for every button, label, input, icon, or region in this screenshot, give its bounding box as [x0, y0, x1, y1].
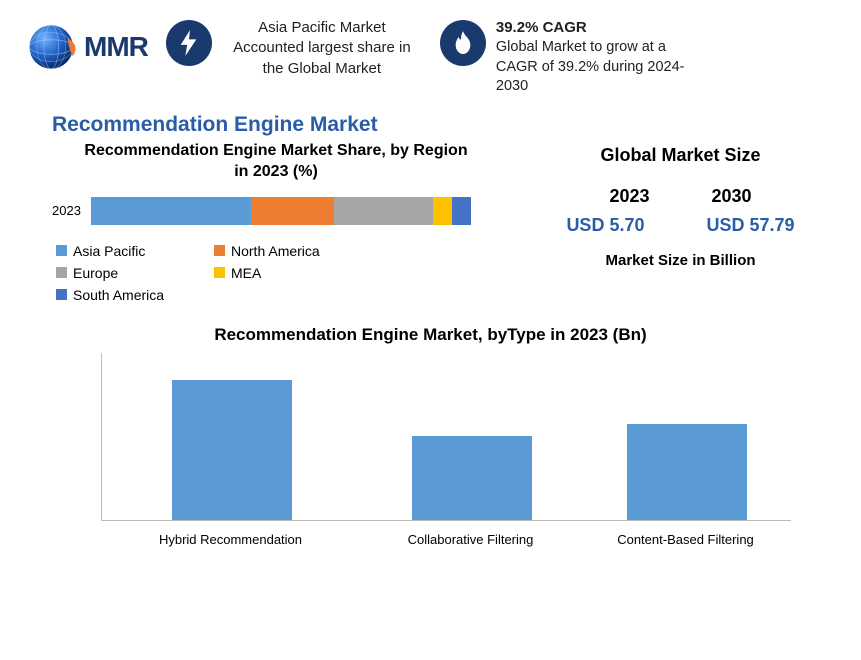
type-bar: [172, 380, 292, 520]
lightning-icon: [166, 20, 212, 66]
flame-icon: [440, 20, 486, 66]
highlight-asia-pacific: Asia Pacific Market Accounted largest sh…: [166, 18, 422, 79]
legend-item: South America: [56, 287, 186, 303]
highlight-cagr: 39.2% CAGR Global Market to grow at a CA…: [440, 18, 706, 97]
bar-plot-area: [101, 353, 791, 521]
type-bar: [627, 424, 747, 519]
stacked-segment: [452, 197, 471, 225]
logo-text: MMR: [84, 31, 148, 63]
type-bar-label: Collaborative Filtering: [371, 532, 571, 547]
stacked-bar: [91, 197, 471, 225]
legend-label: Asia Pacific: [73, 243, 145, 259]
legend-swatch: [214, 245, 225, 256]
mmr-logo: MMR: [24, 18, 148, 76]
legend-swatch: [56, 289, 67, 300]
highlight-cagr-text: 39.2% CAGR Global Market to grow at a CA…: [496, 18, 706, 97]
highlight-asia-pacific-text: Asia Pacific Market Accounted largest sh…: [222, 18, 422, 79]
header-row: MMR Asia Pacific Market Accounted larges…: [0, 0, 861, 107]
stacked-bar-wrap: 2023: [52, 197, 500, 225]
type-bar: [412, 436, 532, 520]
type-bar-label: Hybrid Recommendation: [131, 532, 331, 547]
gms-values-row: USD 5.70 USD 57.79: [500, 215, 861, 236]
share-chart-area: Recommendation Engine Market Share, by R…: [0, 141, 500, 303]
legend-item: Europe: [56, 265, 186, 281]
gms-unit: Market Size in Billion: [500, 252, 861, 269]
stacked-segment: [433, 197, 452, 225]
legend-label: Europe: [73, 265, 118, 281]
globe-icon: [24, 18, 82, 76]
share-chart-title: Recommendation Engine Market Share, by R…: [52, 141, 500, 183]
legend-swatch: [56, 245, 67, 256]
legend-item: MEA: [214, 265, 344, 281]
stacked-segment: [91, 197, 251, 225]
legend-swatch: [214, 267, 225, 278]
gms-year-1: 2030: [712, 186, 752, 207]
mid-row: Recommendation Engine Market Share, by R…: [0, 141, 861, 303]
legend-item: Asia Pacific: [56, 243, 186, 259]
gms-year-0: 2023: [609, 186, 649, 207]
legend-item: North America: [214, 243, 344, 259]
gms-val-1: USD 57.79: [706, 215, 794, 236]
cagr-title: 39.2% CAGR: [496, 18, 706, 38]
stacked-bar-year-label: 2023: [52, 203, 91, 218]
share-legend: Asia Pacific North America Europe MEA South …: [52, 243, 500, 303]
legend-label: South America: [73, 287, 164, 303]
market-size-area: Global Market Size 2023 2030 USD 5.70 US…: [500, 141, 861, 269]
cagr-desc: Global Market to grow at a CAGR of 39.2%…: [496, 38, 706, 97]
type-bar-chart: Hybrid Recommendation Collaborative Filte…: [61, 353, 801, 553]
type-chart-title: Recommendation Engine Market, byType in …: [0, 325, 861, 345]
global-market-size-title: Global Market Size: [500, 145, 861, 166]
gms-val-0: USD 5.70: [566, 215, 644, 236]
legend-label: North America: [231, 243, 320, 259]
legend-swatch: [56, 267, 67, 278]
type-bar-label: Content-Based Filtering: [586, 532, 786, 547]
stacked-segment: [251, 197, 335, 225]
gms-years-row: 2023 2030: [500, 186, 861, 207]
stacked-segment: [334, 197, 433, 225]
section-title: Recommendation Engine Market: [52, 113, 861, 137]
legend-label: MEA: [231, 265, 261, 281]
